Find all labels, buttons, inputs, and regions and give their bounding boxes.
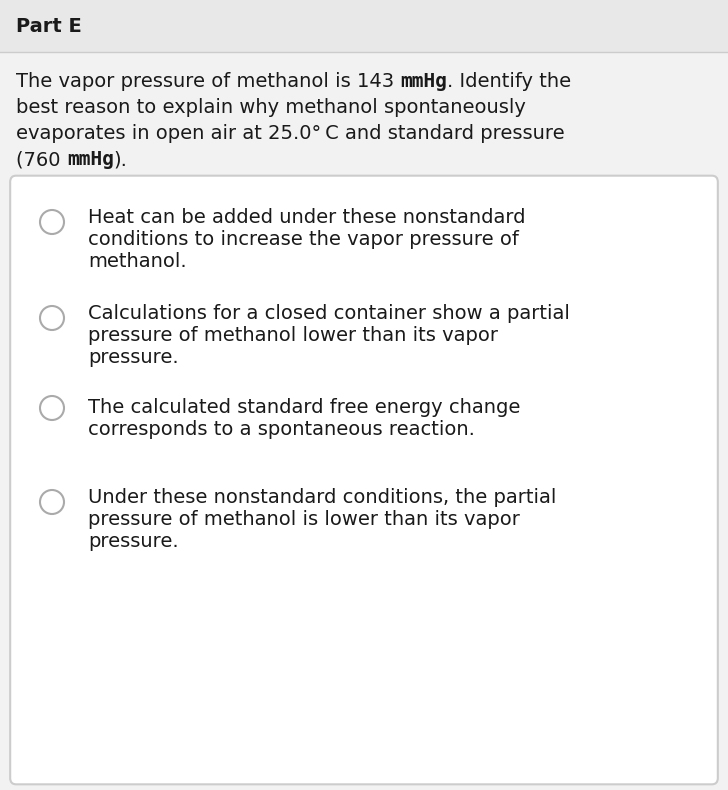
Text: pressure.: pressure. — [88, 532, 178, 551]
Text: mmHg: mmHg — [67, 150, 114, 169]
Text: ).: ). — [114, 150, 127, 169]
Text: evaporates in open air at 25.0° C and standard pressure: evaporates in open air at 25.0° C and st… — [16, 124, 565, 143]
Text: pressure.: pressure. — [88, 348, 178, 367]
Text: Calculations for a closed container show a partial: Calculations for a closed container show… — [88, 304, 570, 323]
Text: best reason to explain why methanol spontaneously: best reason to explain why methanol spon… — [16, 98, 526, 117]
Text: corresponds to a spontaneous reaction.: corresponds to a spontaneous reaction. — [88, 420, 475, 439]
Text: pressure of methanol lower than its vapor: pressure of methanol lower than its vapo… — [88, 326, 498, 345]
Text: The calculated standard free energy change: The calculated standard free energy chan… — [88, 398, 521, 417]
Text: conditions to increase the vapor pressure of: conditions to increase the vapor pressur… — [88, 230, 519, 249]
Text: pressure of methanol is lower than its vapor: pressure of methanol is lower than its v… — [88, 510, 520, 529]
Text: Under these nonstandard conditions, the partial: Under these nonstandard conditions, the … — [88, 488, 556, 507]
Text: methanol.: methanol. — [88, 252, 186, 271]
Text: The vapor pressure of methanol is 143: The vapor pressure of methanol is 143 — [16, 72, 400, 91]
Text: mmHg: mmHg — [400, 72, 448, 91]
Text: Heat can be added under these nonstandard: Heat can be added under these nonstandar… — [88, 208, 526, 227]
Text: (760: (760 — [16, 150, 67, 169]
Text: Part E: Part E — [16, 17, 82, 36]
Text: . Identify the: . Identify the — [448, 72, 571, 91]
